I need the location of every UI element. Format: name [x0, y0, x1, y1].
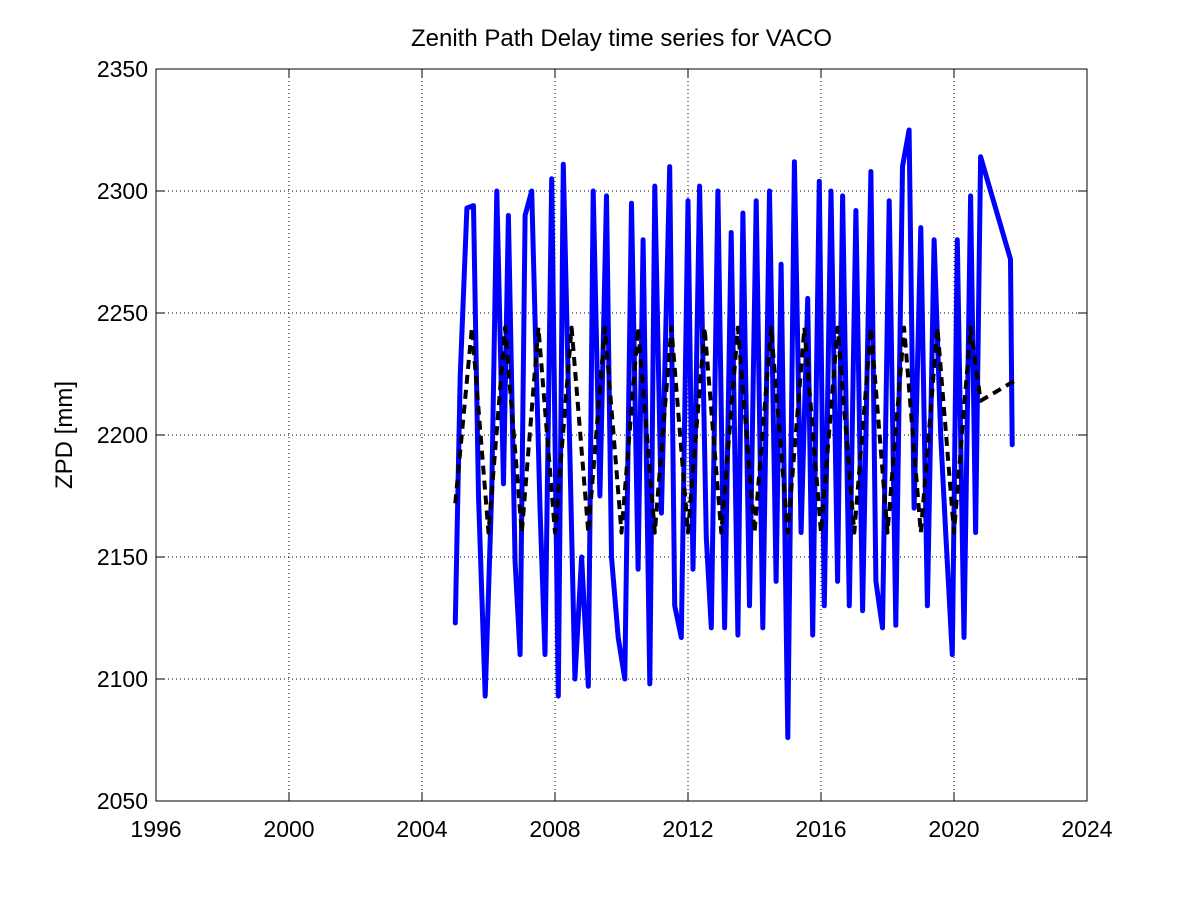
ticks	[155, 68, 1088, 802]
x-tick-label: 2004	[396, 816, 447, 842]
x-tick-label: 2020	[928, 816, 979, 842]
y-tick-label: 2050	[97, 788, 148, 814]
y-tick-label: 2100	[97, 666, 148, 692]
x-tick-label: 1996	[130, 816, 181, 842]
x-tick-label: 2008	[529, 816, 580, 842]
x-tick-label: 2016	[795, 816, 846, 842]
chart-title: Zenith Path Delay time series for VACO	[411, 25, 832, 52]
series-layer	[452, 127, 1015, 741]
tick-labels: 1996 2000 2004 2008 2012 2016 2020 2024 2050 2100…	[97, 56, 1113, 842]
y-tick-label: 2150	[97, 544, 148, 570]
series-line-observed	[452, 127, 1015, 741]
plot-area	[156, 69, 1087, 801]
y-tick-label: 2250	[97, 300, 148, 326]
x-tick-label: 2024	[1061, 816, 1112, 842]
x-tick-label: 2012	[662, 816, 713, 842]
x-tick-label: 2000	[263, 816, 314, 842]
y-tick-label: 2300	[97, 178, 148, 204]
y-tick-label: 2200	[97, 422, 148, 448]
y-axis-label: ZPD [mm]	[51, 381, 78, 489]
series-line-model	[453, 325, 1015, 535]
y-tick-label: 2350	[97, 56, 148, 82]
